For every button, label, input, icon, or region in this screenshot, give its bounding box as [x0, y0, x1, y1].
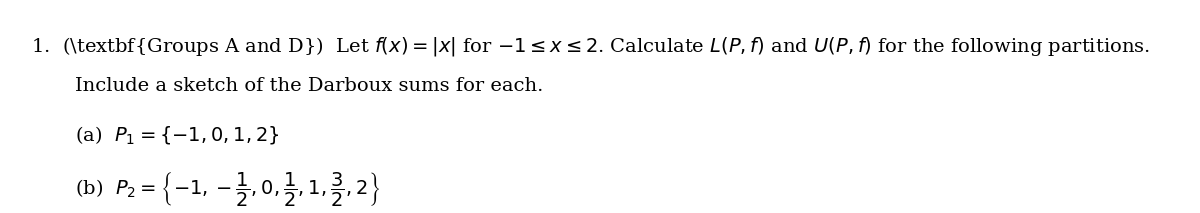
Text: (b)  $P_2 = \left\{-1, -\dfrac{1}{2}, 0, \dfrac{1}{2}, 1, \dfrac{3}{2}, 2\right\: (b) $P_2 = \left\{-1, -\dfrac{1}{2}, 0, …	[74, 171, 380, 209]
Text: Include a sketch of the Darboux sums for each.: Include a sketch of the Darboux sums for…	[74, 77, 544, 95]
Text: 1.  (\textbf{Groups A and D})  Let $f(x) = |x|$ for $-1 \leq x \leq 2$. Calculat: 1. (\textbf{Groups A and D}) Let $f(x) =…	[31, 35, 1150, 58]
Text: (a)  $P_1 = \{-1, 0, 1, 2\}$: (a) $P_1 = \{-1, 0, 1, 2\}$	[74, 124, 280, 146]
